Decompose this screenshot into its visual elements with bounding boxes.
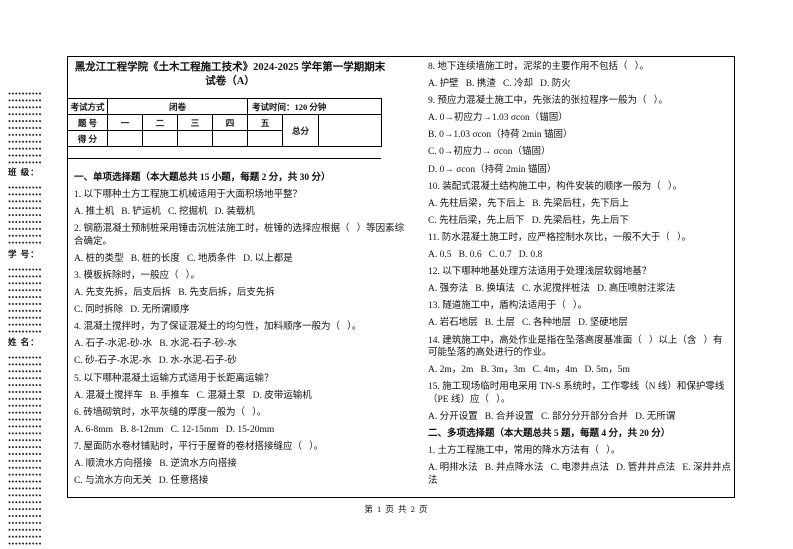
- question-line: 14. 建筑施工中，高处作业是指在坠落高度基准面（ ）以上（含 ）有可能坠落的高…: [428, 335, 723, 359]
- total-score-cell: [318, 114, 382, 147]
- page-title-line2: 试卷（A）: [205, 76, 255, 87]
- page-footer: 第 1 页 共 2 页: [364, 504, 429, 514]
- question-line: C. 0→初应力→ σcon（锚固）: [428, 147, 551, 158]
- question-line: 12. 以下哪种地基处理方法适用于处理浅层软弱地基？: [428, 267, 652, 278]
- score-cell: [107, 130, 143, 147]
- name-label: 姓 名：: [8, 337, 40, 347]
- question-line: 4. 混凝土搅拌时，为了保证混凝土的均匀性，加料顺序一般为（ ）。: [74, 322, 362, 333]
- dotted-line-block: [8, 268, 41, 333]
- score-cell: [177, 130, 213, 147]
- exam-info-table: 考试方式 闭卷 考试时间：120 分钟 题 号 一 二 三 四 五 总分 得 分: [67, 98, 382, 147]
- question-line: 6. 砖墙砌筑时，水平灰缝的厚度一般为（ ）。: [74, 407, 267, 418]
- exam-content-frame: 黑龙江工程学院《土木工程施工技术》2024-2025 学年第一学期期末 试卷（A…: [67, 56, 735, 498]
- class-label: 班 级：: [8, 167, 40, 177]
- question-line: C. 与流水方向无关 D. 任意搭接: [74, 476, 209, 487]
- question-line: A. 分开设置 B. 合并设置 C. 部分分开部分合并 D. 无所谓: [428, 411, 676, 422]
- question-line: C. 先柱后梁，先上后下 D. 先梁后柱，先上后下: [428, 215, 629, 226]
- question-line: 13. 隧道施工中，盾构法适用于（ ）。: [428, 301, 588, 312]
- question-line: D. 0→ σcon（持荷 2min 锚固）: [428, 164, 557, 175]
- question-line: 10. 装配式混凝土结构施工中，构件安装的顺序一般为（ ）。: [428, 181, 683, 192]
- question-line: A. 先柱后梁，先下后上 B. 先梁后柱，先下后上: [428, 198, 629, 209]
- question-line: A. 0→初应力→1.03 σcon（锚固）: [428, 113, 568, 124]
- question-line: A. 岩石地层 B. 土层 C. 各种地层 D. 坚硬地层: [428, 318, 628, 329]
- question-line: A. 先支先拆，后支后拆 B. 先支后拆，后支先拆: [74, 288, 275, 299]
- section-col-2: 二: [142, 114, 178, 131]
- score-cell: [212, 130, 248, 147]
- question-line: A. 2m，2m B. 3m，3m C. 4m，4m D. 5m，5m: [428, 365, 630, 376]
- section-col-1: 一: [107, 114, 143, 131]
- dotted-line-block: [8, 92, 41, 164]
- question-line: 5. 以下哪种混凝土运输方式适用于长距离运输？: [74, 373, 274, 384]
- total-score-label: 总分: [282, 114, 319, 147]
- question-line: 1. 以下哪种土方工程施工机械适用于大面积场地平整？: [74, 190, 303, 201]
- left-question-column: 一、单项选择题（本大题总共 15 小题，每题 2 分，共 30 分） 1. 以下哪…: [74, 172, 406, 492]
- question-line: A. 桩的类型 B. 桩的长度 C. 地质条件 D. 以上都是: [74, 253, 293, 264]
- exam-mode-value: 闭卷: [107, 98, 248, 115]
- page-title: 黑龙江工程学院《土木工程施工技术》2024-2025 学年第一学期期末 试卷（A…: [70, 61, 390, 89]
- exam-mode-label: 考试方式: [67, 98, 108, 115]
- question-line: A. 石子-水泥-砂-水 B. 水泥-石子-砂-水: [74, 339, 237, 350]
- question-line: 9. 预应力混凝土施工中，先张法的张拉程序一般为（ ）。: [428, 96, 668, 107]
- dotted-line-block: [8, 186, 41, 247]
- page-title-line1: 黑龙江工程学院《土木工程施工技术》2024-2025 学年第一学期期末: [74, 62, 386, 73]
- question-line: A. 明排水法 B. 井点降水法 C. 电渗井点法 D. 管井井点法 E. 深井…: [428, 463, 731, 486]
- score-cell: [142, 130, 178, 147]
- question-line: C. 同时拆除 D. 无所谓顺序: [74, 305, 190, 316]
- question-line: A. 0.5 B. 0.6 C. 0.7 D. 0.8: [428, 250, 543, 261]
- question-line: 1. 土方工程施工中，常用的降水方法有（ ）。: [428, 445, 621, 456]
- section-col-3: 三: [177, 114, 213, 131]
- section-heading: 一、单项选择题（本大题总共 15 小题，每题 2 分，共 30 分）: [74, 173, 331, 183]
- right-question-column: 8. 地下连续墙施工时，泥浆的主要作用不包括（ ）。 A. 护壁 B. 携渣 C.…: [428, 61, 731, 492]
- question-line: B. 0→1.03 σcon（持荷 2min 锚固）: [428, 130, 573, 141]
- question-line: A. 6-8mm B. 8-12mm C. 12-15mm D. 15-20mm: [74, 424, 275, 435]
- question-line: 15. 施工现场临时用电采用 TN-S 系统时，工作零线（N 线）和保护零线（P…: [428, 382, 725, 405]
- dotted-line-block: [8, 356, 41, 545]
- score-label: 得 分: [67, 130, 108, 147]
- question-line: A. 护壁 B. 携渣 C. 冷却 D. 防火: [428, 79, 571, 90]
- question-line: 7. 屋面防水卷材铺贴时，平行于屋脊的卷材搭接缝应（ ）。: [74, 441, 324, 452]
- question-line: A. 推土机 B. 铲运机 C. 挖掘机 D. 装载机: [74, 207, 255, 218]
- exam-time: 考试时间：120 分钟: [247, 98, 382, 115]
- score-cell: [247, 130, 283, 147]
- question-line: A. 强夯法 B. 换填法 C. 水泥搅拌桩法 D. 高压喷射注浆法: [428, 284, 676, 295]
- question-line: 3. 模板拆除时，一般应（ ）。: [74, 270, 200, 281]
- section-heading: 二、多项选择题（本大题总共 5 题，每题 4 分，共 20 分）: [428, 428, 671, 439]
- header-divider: [68, 158, 381, 159]
- question-line: A. 顺流水方向搭接 B. 逆流水方向搭接: [74, 459, 237, 469]
- student-id-label: 学 号：: [8, 249, 40, 259]
- question-line: C. 砂-石子-水泥-水 D. 水-水泥-石子-砂: [74, 356, 237, 367]
- question-line: 8. 地下连续墙施工时，泥浆的主要作用不包括（ ）。: [428, 62, 649, 72]
- section-col-4: 四: [212, 114, 248, 131]
- question-line: 2. 钢筋混凝土预制桩采用锤击沉桩法施工时，桩锤的选择应根据（ ）等因素综合确定…: [74, 224, 405, 247]
- question-no-label: 题 号: [67, 114, 108, 131]
- question-line: A. 混凝土搅拌车 B. 手推车 C. 混凝土泵 D. 皮带运输机: [74, 390, 312, 401]
- section-col-5: 五: [247, 114, 283, 131]
- question-line: 11. 防水混凝土施工时，应严格控制水灰比，一般不大于（ ）。: [428, 232, 692, 243]
